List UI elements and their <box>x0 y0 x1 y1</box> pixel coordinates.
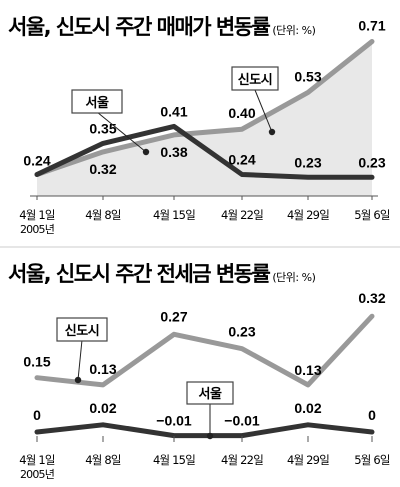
data-label-sindosi: 0.24 <box>23 153 50 169</box>
chart-title-main: 서울, 신도시 주간 매매가 변동률 <box>8 15 271 39</box>
legend-leader-sindosi <box>77 339 83 381</box>
series-line-sindosi <box>34 313 375 388</box>
x-tick-label: 5월 6일 <box>354 208 390 222</box>
chart-title: 서울, 신도시 주간 매매가 변동률 (단위: %) <box>8 15 316 39</box>
data-label-seoul: 0 <box>33 407 41 423</box>
series-line-sindosi <box>34 39 375 177</box>
data-label-sindosi: 0.38 <box>160 144 187 160</box>
chart-unit: (단위: %) <box>272 271 315 284</box>
series-line-seoul <box>34 422 375 439</box>
data-label-seoul: 0.02 <box>294 400 321 416</box>
x-tick-label: 4월 8일 <box>85 453 121 467</box>
data-label-sindosi: 0.23 <box>228 324 255 340</box>
x-tick-label: 4월 29일 <box>287 453 329 467</box>
x-tick-label: 4월 29일 <box>287 208 329 222</box>
legend-label-seoul: 서울 <box>199 386 222 402</box>
legend-dot-sindosi <box>74 376 82 384</box>
data-label-sindosi: 0.13 <box>294 362 321 378</box>
legend-label-sindosi: 신도시 <box>65 324 99 339</box>
legend-leader-seoul <box>96 111 147 153</box>
legend-dot-seoul <box>206 432 214 440</box>
legend-box-seoul <box>71 89 123 114</box>
x-tick-label: 4월 15일 <box>153 453 195 467</box>
area-sindosi <box>37 41 372 196</box>
x-year-label: 2005년 <box>20 468 54 481</box>
data-label-sindosi: 0.53 <box>294 68 321 84</box>
legend-label-seoul: 서울 <box>86 95 109 111</box>
x-tick-label: 4월 1일 <box>19 208 55 222</box>
data-label-sindosi: 0.13 <box>89 361 116 377</box>
chart-title: 서울, 신도시 주간 전세금 변동률 (단위: %) <box>8 262 316 286</box>
chart-title-main: 서울, 신도시 주간 전세금 변동률 <box>8 262 271 286</box>
data-label-seoul: 0.41 <box>160 103 187 119</box>
x-tick-label: 4월 22일 <box>221 453 263 467</box>
data-label-sindosi: 0.27 <box>160 308 187 324</box>
chart-unit: (단위: %) <box>272 24 315 37</box>
legend-box-sindosi <box>231 66 279 91</box>
data-label-seoul: −0.01 <box>156 413 192 429</box>
data-label-sindosi: 0.15 <box>23 354 50 370</box>
legend-label-sindosi: 신도시 <box>238 73 272 88</box>
data-label-seoul: 0.24 <box>228 152 255 168</box>
chart-panel-lease: 서울, 신도시 주간 전세금 변동률 (단위: %) 0.15 0.13 0.27 0.… <box>8 262 391 481</box>
x-tick-label: 4월 8일 <box>85 208 121 222</box>
data-label-sindosi: 0.32 <box>89 161 116 177</box>
legend-dot-sindosi <box>268 128 276 136</box>
data-label-seoul: 0.02 <box>89 400 116 416</box>
x-tick-label: 5월 6일 <box>354 453 390 467</box>
data-label-sindosi: 0.71 <box>358 17 385 33</box>
data-label-sindosi: 0.40 <box>228 105 255 121</box>
legend-box-sindosi <box>56 317 108 342</box>
data-label-seoul: 0.23 <box>358 154 385 170</box>
data-label-seoul: 0.35 <box>89 120 116 136</box>
legend-leader-sindosi <box>254 89 273 133</box>
x-tick-label: 4월 22일 <box>221 208 263 222</box>
x-tick-label: 4월 15일 <box>153 208 195 222</box>
data-label-seoul: −0.01 <box>224 413 260 429</box>
data-label-seoul: 0 <box>368 407 376 423</box>
x-tick-label: 4월 1일 <box>19 453 55 467</box>
legend-box-seoul <box>186 381 234 405</box>
data-label-seoul: 0.23 <box>294 154 321 170</box>
series-line-seoul <box>34 123 375 180</box>
chart-panel-trade: 서울, 신도시 주간 매매가 변동률 (단위: %) 0.24 0.32 0.38 0.… <box>8 15 391 236</box>
data-label-sindosi: 0.32 <box>358 290 385 306</box>
x-year-label: 2005년 <box>20 223 54 236</box>
legend-dot-seoul <box>142 148 150 156</box>
